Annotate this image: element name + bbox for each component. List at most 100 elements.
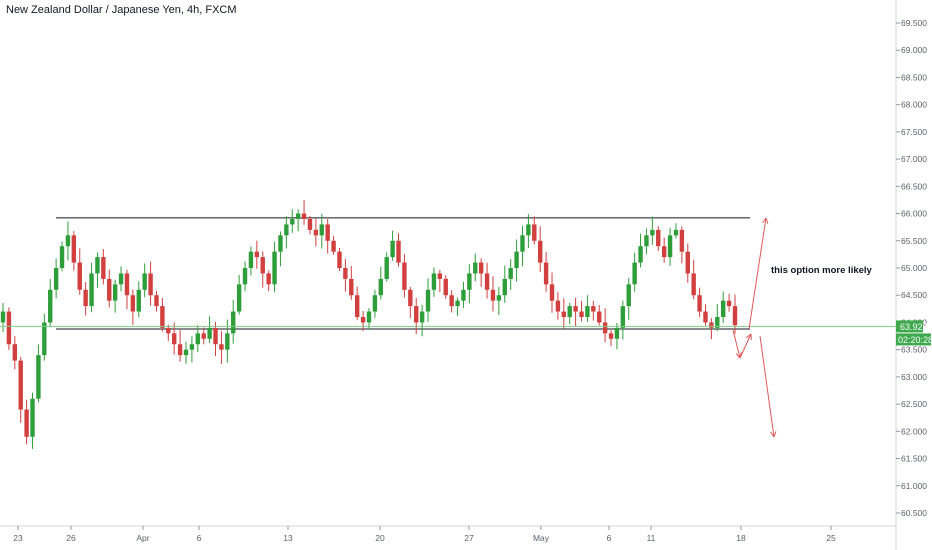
candle-up — [42, 322, 47, 356]
candle-up — [378, 278, 384, 296]
candle-down — [266, 273, 271, 285]
candle-down — [484, 273, 490, 290]
y-tick-label: 67.500 — [901, 127, 927, 137]
candle-down — [532, 224, 537, 241]
candle-up — [467, 273, 472, 290]
candle-down — [408, 289, 413, 307]
candle-up — [295, 213, 301, 219]
candle-up — [390, 240, 395, 258]
candle-up — [284, 224, 289, 236]
x-tick-label: May — [533, 533, 550, 543]
arrow-short-up — [739, 333, 752, 359]
y-tick-label: 63.500 — [901, 345, 927, 355]
candle-down — [726, 300, 732, 307]
candle-up — [225, 333, 230, 350]
arrow-short-down-head — [735, 353, 741, 359]
candle-up — [514, 251, 519, 268]
y-tick-label: 69.500 — [901, 18, 927, 28]
candle-up — [65, 235, 71, 247]
candle-down — [354, 295, 360, 317]
last-price-badge-text: 63.927 — [900, 322, 928, 332]
candle-up — [112, 284, 118, 301]
candle-down — [709, 322, 714, 328]
candle-down — [349, 278, 354, 296]
candle-up — [278, 235, 283, 252]
x-tick-label: 6 — [607, 533, 612, 543]
candle-down — [201, 333, 206, 339]
candle-up — [236, 284, 242, 312]
price-badges: 63.927 02:20:28 — [896, 320, 932, 346]
candle-down — [177, 344, 183, 356]
candle-down — [591, 306, 596, 312]
candle-up — [372, 295, 378, 312]
candle-up — [319, 224, 324, 236]
arrow-long-up — [748, 217, 767, 330]
x-tick-label: 13 — [283, 533, 293, 543]
range-lines — [56, 217, 750, 330]
y-tick-label: 60.500 — [901, 508, 927, 518]
candle-down — [597, 311, 602, 323]
candle-up — [632, 262, 637, 285]
candle-up — [667, 235, 673, 258]
y-tick-label: 67.000 — [901, 154, 927, 164]
countdown-badge — [896, 333, 931, 346]
candle-down — [260, 257, 265, 274]
candle-down — [83, 289, 88, 307]
candle-up — [195, 333, 201, 345]
y-tick-label: 65.500 — [901, 236, 927, 246]
candle-down — [402, 262, 407, 290]
candle-down — [77, 262, 82, 290]
candle-down — [703, 311, 708, 323]
arrow-short-down — [732, 329, 741, 359]
candle-down — [679, 229, 685, 252]
candle-up — [614, 327, 620, 339]
candle-up — [53, 268, 59, 290]
candle-up — [715, 317, 720, 328]
candle-up — [720, 300, 726, 317]
candle-up — [384, 257, 389, 279]
candle-down — [414, 306, 419, 323]
candle-down — [396, 240, 401, 263]
candle-down — [166, 327, 171, 334]
candles — [0, 200, 738, 449]
candle-down — [160, 306, 165, 328]
candle-up — [95, 257, 100, 274]
candle-down — [148, 273, 153, 296]
candle-up — [673, 229, 679, 236]
candle-down — [537, 240, 543, 263]
candle-up — [366, 311, 372, 323]
candle-down — [24, 409, 29, 437]
candle-up — [644, 235, 649, 247]
candle-down — [313, 229, 319, 236]
y-tick-label: 66.500 — [901, 181, 927, 191]
candle-up — [520, 235, 525, 252]
candle-down — [602, 322, 608, 334]
candle-up — [242, 268, 248, 285]
arrow-long-up-head — [762, 217, 767, 224]
candle-up — [461, 289, 466, 301]
candle-down — [325, 224, 330, 241]
candle-down — [307, 219, 313, 230]
y-tick-label: 66.000 — [901, 209, 927, 219]
candle-down — [478, 262, 484, 274]
candle-down — [171, 333, 177, 345]
candle-up — [502, 278, 507, 296]
candle-up — [638, 246, 643, 263]
candle-up — [248, 251, 254, 268]
candle-down — [219, 344, 224, 350]
y-tick-label: 65.000 — [901, 263, 927, 273]
arrow-short-up-head — [745, 333, 752, 339]
candle-down — [661, 246, 667, 258]
candle-up — [508, 268, 513, 279]
candle-down — [656, 229, 661, 247]
candle-down — [71, 235, 77, 263]
candle-up — [30, 398, 35, 437]
y-tick-label: 63.000 — [901, 372, 927, 382]
candle-up — [526, 224, 531, 236]
x-tick-label: 18 — [736, 533, 746, 543]
candle-down — [107, 278, 112, 301]
candle-up — [207, 327, 212, 339]
candle-down — [732, 306, 738, 326]
candle-down — [579, 311, 584, 317]
